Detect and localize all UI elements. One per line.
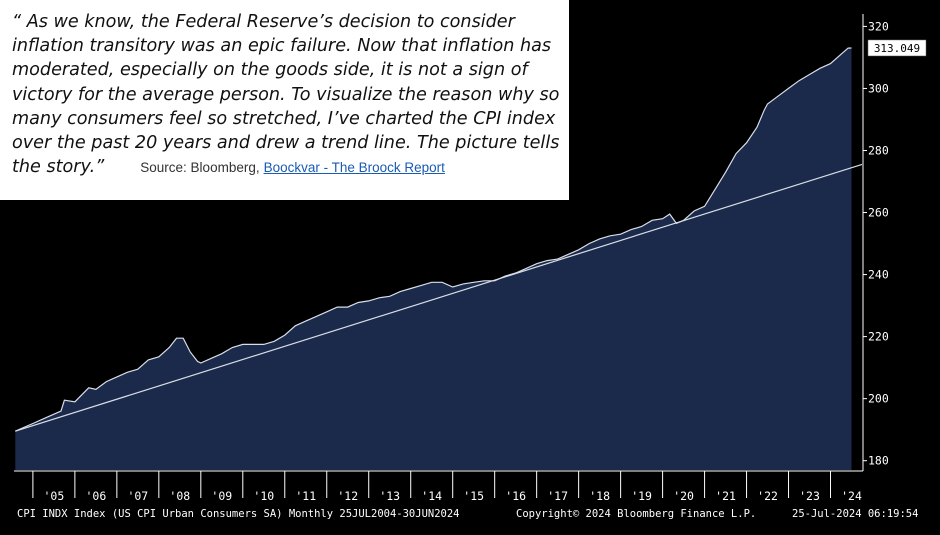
x-tick-label: '12 xyxy=(337,489,358,503)
x-tick-label: '09 xyxy=(211,489,232,503)
x-tick-label: '13 xyxy=(379,489,400,503)
x-tick-label: '19 xyxy=(631,489,652,503)
x-tick-label: '17 xyxy=(547,489,568,503)
x-tick-label: '16 xyxy=(505,489,526,503)
quote-box: “ As we know, the Federal Reserve’s deci… xyxy=(0,0,569,200)
x-tick-label: '23 xyxy=(799,489,820,503)
cpi-area xyxy=(15,48,852,470)
x-tick-label: '05 xyxy=(43,489,64,503)
cpi-line xyxy=(15,47,852,432)
x-tick-label: '21 xyxy=(715,489,736,503)
footer-index-description: CPI INDX Index (US CPI Urban Consumers S… xyxy=(17,508,460,520)
y-tick-label: 200 xyxy=(868,392,889,406)
y-tick-label: 300 xyxy=(868,81,889,95)
footer-copyright: Copyright© 2024 Bloomberg Finance L.P. xyxy=(516,508,756,520)
source-label: Source: Bloomberg, xyxy=(140,160,260,176)
last-value-box xyxy=(867,39,927,57)
x-tick-label: '10 xyxy=(253,489,274,503)
source-link[interactable]: Boockvar - The Broock Report xyxy=(263,160,445,176)
x-tick-label: '11 xyxy=(295,489,316,503)
y-tick-label: 220 xyxy=(868,330,889,344)
plot-layer xyxy=(15,47,863,470)
x-tick-label: '06 xyxy=(85,489,106,503)
y-tick-label: 240 xyxy=(868,268,889,282)
x-tick-label: '15 xyxy=(463,489,484,503)
axis-layer: 180 200 220 240 260 280 300 320 '05 '06 '07 '08 '09 '… xyxy=(14,14,927,503)
y-tick-label: 260 xyxy=(868,206,889,220)
y-tick-label: 280 xyxy=(868,143,889,157)
trend-line xyxy=(15,163,863,432)
y-tick-label: 320 xyxy=(868,19,889,33)
y-tick-label: 180 xyxy=(868,454,889,468)
x-tick-label: '20 xyxy=(673,489,694,503)
x-tick-label: '22 xyxy=(757,489,778,503)
x-tick-label: '24 xyxy=(841,489,862,503)
x-tick-label: '18 xyxy=(589,489,610,503)
footer-timestamp: 25-Jul-2024 06:19:54 xyxy=(792,508,918,520)
x-tick-label: '07 xyxy=(127,489,148,503)
last-value-label: 313.049 xyxy=(874,42,920,55)
x-tick-label: '14 xyxy=(421,489,442,503)
quote-text: “ As we know, the Federal Reserve’s deci… xyxy=(12,12,560,178)
x-tick-label: '08 xyxy=(169,489,190,503)
